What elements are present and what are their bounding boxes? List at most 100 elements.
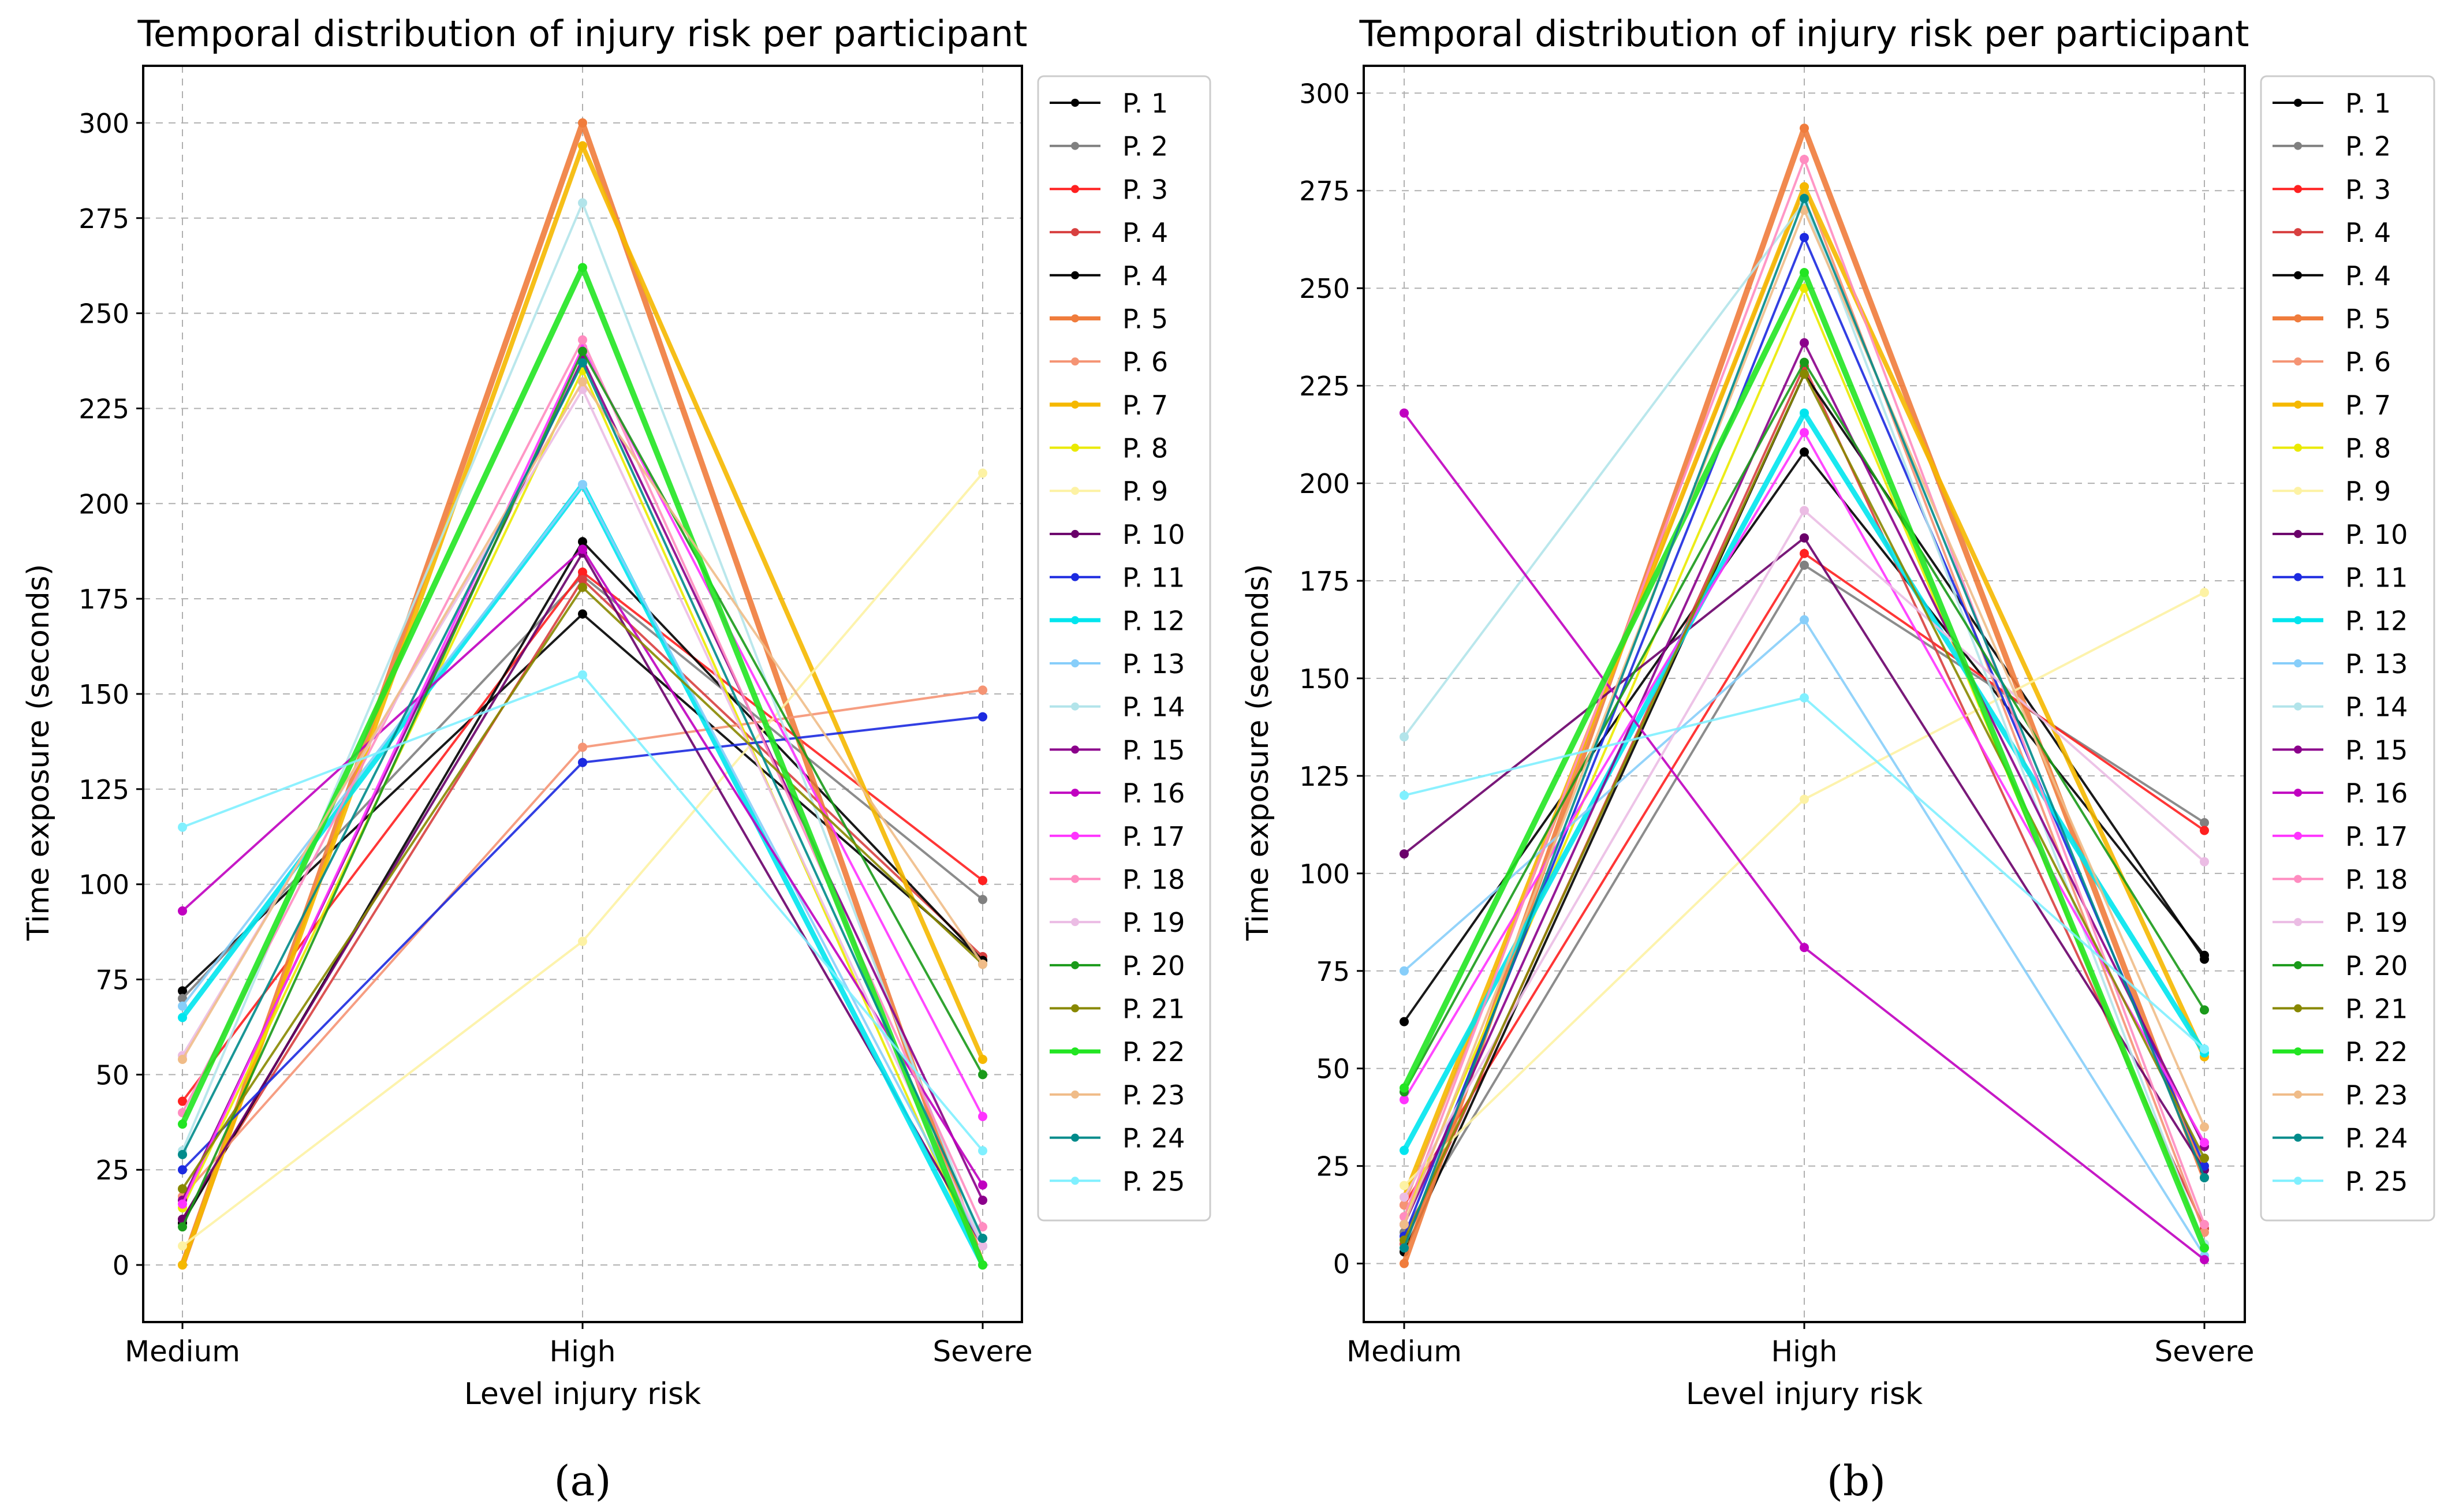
legend-marker (2294, 357, 2302, 366)
data-point (578, 742, 587, 752)
y-tick-label: 275 (79, 203, 129, 234)
panel-label-a: (a) (554, 1457, 611, 1505)
chart-panel-a: Temporal distribution of injury risk per… (21, 13, 1211, 1505)
legend-marker (2294, 745, 2302, 754)
x-tick-label: Medium (125, 1335, 240, 1368)
data-point (1800, 193, 1809, 203)
legend-label: P. 10 (1122, 519, 1185, 550)
legend-label: P. 19 (2345, 907, 2408, 938)
data-point (1800, 615, 1809, 625)
data-point (178, 1241, 187, 1251)
legend-label: P. 15 (1122, 734, 1185, 766)
legend-label: P. 20 (1122, 950, 1185, 981)
x-tick-label: High (1771, 1335, 1838, 1368)
data-point (178, 1001, 187, 1011)
legend: P. 1 P. 2 P. 3 P. 4 P. 4 P. 5 P. 6 P. 7 P. 8 P. 9… (1037, 75, 1211, 1222)
x-tick-label: Severe (2154, 1335, 2254, 1368)
legend-label: P. 5 (2345, 303, 2391, 334)
legend-marker (1071, 702, 1079, 711)
legend-label: P. 9 (1122, 476, 1168, 507)
data-point (1800, 533, 1809, 543)
series-line (181, 361, 984, 1239)
legend-label: P. 15 (2345, 734, 2408, 766)
legend-marker (1071, 1133, 1079, 1142)
data-point (2200, 1138, 2209, 1148)
legend-label: P. 2 (1122, 131, 1168, 162)
legend-label: P. 14 (1122, 692, 1185, 723)
y-tick-label: 300 (79, 108, 129, 139)
data-point (178, 1149, 187, 1159)
data-point (178, 994, 187, 1003)
legend-label: P. 16 (2345, 778, 2408, 809)
data-point (978, 1070, 987, 1080)
data-point (2200, 1220, 2209, 1230)
legend-label: P. 25 (1122, 1166, 1185, 1197)
data-point (2200, 1243, 2209, 1253)
legend-marker (1071, 400, 1079, 409)
legend-label: P. 11 (1122, 562, 1185, 593)
data-point (178, 1222, 187, 1232)
x-axis-label: Level injury risk (1686, 1377, 1923, 1412)
data-point (1800, 124, 1809, 133)
data-point (1800, 233, 1809, 242)
data-point (578, 480, 587, 490)
chart-title: Temporal distribution of injury risk per… (137, 13, 1028, 55)
legend-label: P. 3 (1122, 174, 1168, 205)
data-point (2200, 818, 2209, 828)
data-point (978, 1233, 987, 1243)
data-point (578, 575, 587, 585)
legend-marker (1071, 961, 1079, 969)
legend-marker (2294, 1177, 2302, 1185)
y-tick-label: 0 (113, 1250, 129, 1281)
data-point (1800, 428, 1809, 438)
y-tick-label: 100 (1299, 858, 1350, 890)
legend-label: P. 20 (2345, 950, 2408, 981)
data-point (1800, 369, 1809, 379)
data-point (2200, 1255, 2209, 1264)
legend-label: P. 17 (2345, 821, 2408, 852)
legend-marker (1071, 1004, 1079, 1013)
legend-marker (2294, 529, 2302, 538)
data-point (178, 1013, 187, 1022)
legend-marker (2294, 918, 2302, 927)
y-tick-label: 150 (79, 679, 129, 710)
legend-label: P. 24 (1122, 1123, 1185, 1154)
data-point (2200, 1173, 2209, 1182)
y-tick-label: 200 (1299, 468, 1350, 499)
data-point (178, 822, 187, 832)
data-point (978, 1180, 987, 1190)
data-point (578, 583, 587, 592)
tick-labels: 0 25 50 75 100 125 150 175 200 225 250 275 300 Medium… (1299, 78, 2254, 1368)
data-point (178, 1199, 187, 1209)
legend-marker (1071, 271, 1079, 279)
legend-label: P. 7 (2345, 390, 2391, 421)
data-point (1400, 1145, 1409, 1155)
data-point (978, 1241, 987, 1251)
legend-label: P. 12 (2345, 605, 2408, 636)
y-tick-label: 125 (79, 774, 129, 805)
chart-panel-b: Temporal distribution of injury risk per… (1241, 13, 2435, 1505)
legend-label: P. 8 (2345, 433, 2391, 464)
chart-title: Temporal distribution of injury risk per… (1359, 13, 2249, 55)
data-point (978, 960, 987, 969)
data-point (1800, 548, 1809, 558)
y-axis-label: Time exposure (seconds) (1241, 564, 1275, 941)
series-line (1403, 197, 2206, 1249)
data-point (1800, 283, 1809, 293)
data-point (178, 906, 187, 916)
legend-label: P. 21 (1122, 994, 1185, 1025)
legend-label: P. 4 (1122, 260, 1168, 292)
data-point (578, 544, 587, 554)
y-tick-label: 75 (1316, 956, 1350, 987)
legend-label: P. 22 (2345, 1036, 2408, 1067)
legend-label: P. 2 (2345, 131, 2391, 162)
data-point (578, 757, 587, 767)
data-point (578, 263, 587, 272)
data-point (978, 1195, 987, 1205)
data-point (2200, 1153, 2209, 1163)
y-tick-label: 100 (79, 869, 129, 901)
legend-label: P. 17 (1122, 821, 1185, 852)
data-point (2200, 1044, 2209, 1054)
legend-label: P. 23 (2345, 1080, 2408, 1111)
data-point (178, 1184, 187, 1194)
